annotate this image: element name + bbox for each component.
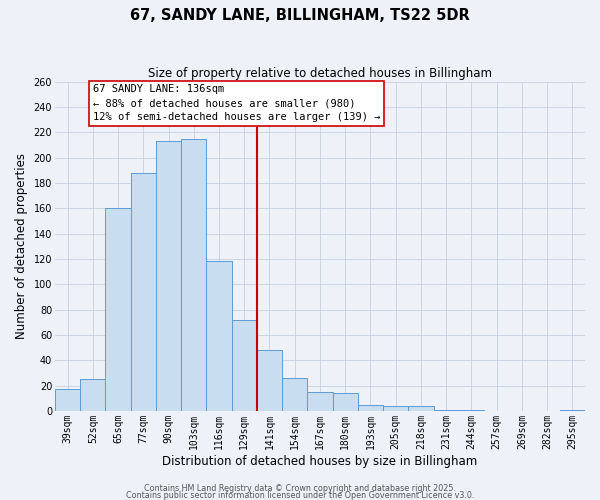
Bar (409, 406, 434, 411)
Bar (131, 173, 156, 411)
Bar (560, 410, 585, 411)
Bar (80, 380, 106, 411)
Y-axis label: Number of detached properties: Number of detached properties (15, 154, 28, 340)
Bar (383, 406, 409, 411)
Bar (459, 410, 484, 411)
Bar (206, 262, 232, 411)
Bar (181, 138, 206, 411)
Title: Size of property relative to detached houses in Billingham: Size of property relative to detached ho… (148, 68, 492, 80)
Bar (282, 378, 307, 411)
Text: 67, SANDY LANE, BILLINGHAM, TS22 5DR: 67, SANDY LANE, BILLINGHAM, TS22 5DR (130, 8, 470, 22)
Text: Contains public sector information licensed under the Open Government Licence v3: Contains public sector information licen… (126, 490, 474, 500)
Text: Contains HM Land Registry data © Crown copyright and database right 2025.: Contains HM Land Registry data © Crown c… (144, 484, 456, 493)
X-axis label: Distribution of detached houses by size in Billingham: Distribution of detached houses by size … (163, 454, 478, 468)
Bar (106, 208, 131, 411)
Bar (332, 393, 358, 411)
Bar (307, 392, 332, 411)
Bar (257, 350, 282, 411)
Bar (358, 404, 383, 411)
Bar (232, 320, 257, 411)
Text: 67 SANDY LANE: 136sqm
← 88% of detached houses are smaller (980)
12% of semi-det: 67 SANDY LANE: 136sqm ← 88% of detached … (93, 84, 380, 122)
Bar (156, 141, 181, 411)
Bar (434, 410, 459, 411)
Bar (55, 390, 80, 411)
